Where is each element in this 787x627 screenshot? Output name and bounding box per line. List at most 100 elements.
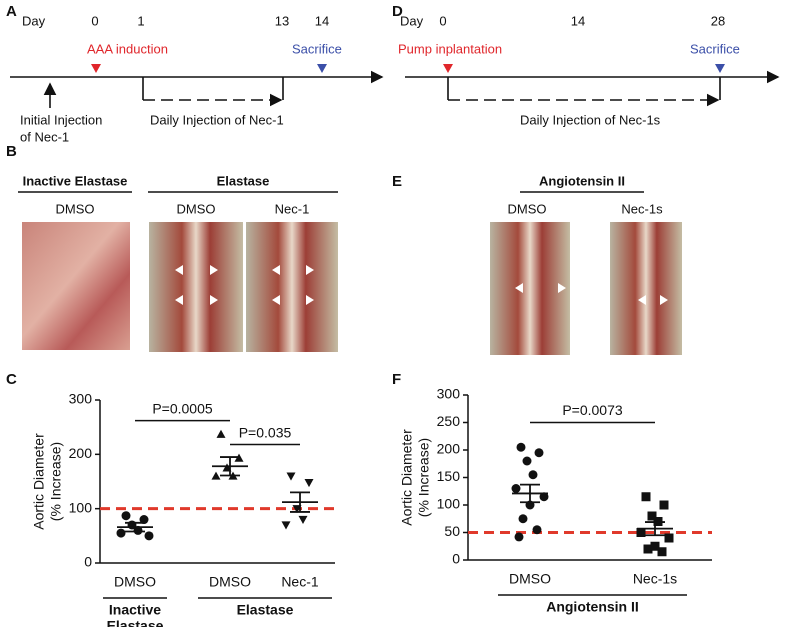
point [528, 470, 538, 480]
photo-label: DMSO [56, 201, 95, 216]
point [144, 531, 154, 541]
event-marker [715, 64, 725, 73]
bracket [142, 77, 284, 100]
panel-letter: C [6, 371, 17, 388]
x-tick-label: DMSO [509, 571, 551, 587]
event-marker [317, 64, 327, 73]
point [641, 492, 651, 502]
point [659, 500, 669, 510]
photo [149, 222, 243, 352]
group-title: Inactive Elastase [23, 173, 128, 188]
photo-arrows [175, 265, 314, 305]
y-tick-label: 150 [437, 468, 461, 484]
group-label: Elastase [107, 618, 164, 627]
event-marker [443, 64, 453, 73]
y-tick-label: 250 [437, 413, 461, 429]
event-marker [91, 64, 101, 73]
photo [246, 222, 338, 352]
day: 0 [439, 13, 446, 28]
photo-label: DMSO [508, 201, 547, 216]
point [304, 478, 314, 488]
point [286, 472, 296, 481]
point [116, 528, 126, 538]
day: 13 [275, 13, 289, 28]
y-tick-label: 200 [69, 445, 93, 461]
group-label: Elastase [237, 602, 294, 618]
y-axis-label: Aortic Diameter [31, 433, 47, 530]
y-tick-label: 0 [84, 554, 92, 570]
group-label: Angiotensin II [546, 599, 639, 615]
photo-label: Nec-1 [275, 201, 310, 216]
p-value: P=0.0073 [562, 402, 623, 418]
photo-label: Nec-1s [621, 201, 663, 216]
y-tick-label: 300 [437, 386, 461, 402]
panel-letter: F [392, 371, 401, 388]
y-tick-label: 0 [452, 551, 460, 567]
x-tick-label: DMSO [209, 574, 251, 590]
group-label: Inactive [109, 602, 161, 618]
point [211, 471, 221, 480]
panel-letter: D [392, 3, 403, 20]
day: 0 [91, 13, 98, 28]
photo [610, 222, 682, 355]
photo [22, 222, 130, 350]
group-title: Angiotensin II [539, 173, 625, 188]
timeline-a: Day 0 1 13 14 AAA induction Sacrifice In… [10, 13, 384, 144]
note: Daily Injection of Nec-1s [520, 112, 661, 127]
photo-label: DMSO [177, 201, 216, 216]
point [514, 532, 524, 542]
timeline-d: Day 0 14 28 Pump inplantation Sacrifice … [398, 13, 780, 127]
day: 14 [315, 13, 329, 28]
event-label: Sacrifice [292, 41, 342, 56]
point [139, 515, 149, 525]
point [216, 429, 226, 438]
point [518, 514, 528, 524]
p-value: P=0.0005 [152, 400, 213, 416]
point [121, 511, 131, 521]
panel-letter: E [392, 173, 402, 190]
point [516, 442, 526, 452]
point [281, 521, 291, 530]
y-tick-label: 100 [437, 496, 461, 512]
panel-letter: B [6, 143, 17, 160]
note: Initial Injection [20, 112, 102, 127]
y-tick-label: 50 [444, 523, 460, 539]
panel-letter: A [6, 3, 17, 20]
point [650, 541, 660, 551]
point [534, 448, 544, 458]
x-tick-label: DMSO [114, 574, 156, 590]
day-label: Day [22, 13, 46, 28]
p-value: P=0.035 [239, 424, 292, 440]
group-title: Elastase [217, 173, 270, 188]
x-tick-label: Nec-1 [281, 574, 319, 590]
y-tick-label: 200 [437, 441, 461, 457]
point [539, 492, 549, 502]
event-label: Pump inplantation [398, 41, 502, 56]
photo [490, 222, 570, 355]
day: 14 [571, 13, 585, 28]
point [532, 525, 542, 535]
y-tick-label: 300 [69, 391, 93, 407]
day: 28 [711, 13, 725, 28]
bracket [447, 77, 721, 100]
point [511, 484, 521, 493]
point [664, 533, 674, 543]
event-label: AAA induction [87, 41, 168, 56]
note: Daily Injection of Nec-1 [150, 112, 284, 127]
point [657, 547, 667, 557]
day: 1 [137, 13, 144, 28]
point [636, 528, 646, 537]
photos-b: Inactive Elastase Elastase DMSO DMSO Nec… [18, 173, 338, 352]
point [298, 515, 308, 525]
y-axis-label: (% Increase) [48, 442, 64, 521]
point [522, 456, 532, 466]
y-axis-label: (% Increase) [416, 438, 432, 517]
day-label: Day [400, 13, 424, 28]
x-tick-label: Nec-1s [633, 571, 677, 587]
y-axis-label: Aortic Diameter [399, 429, 415, 526]
photos-e: Angiotensin II DMSO Nec-1s [490, 173, 682, 355]
y-tick-label: 100 [69, 499, 93, 515]
event-label: Sacrifice [690, 41, 740, 56]
point [643, 544, 653, 554]
